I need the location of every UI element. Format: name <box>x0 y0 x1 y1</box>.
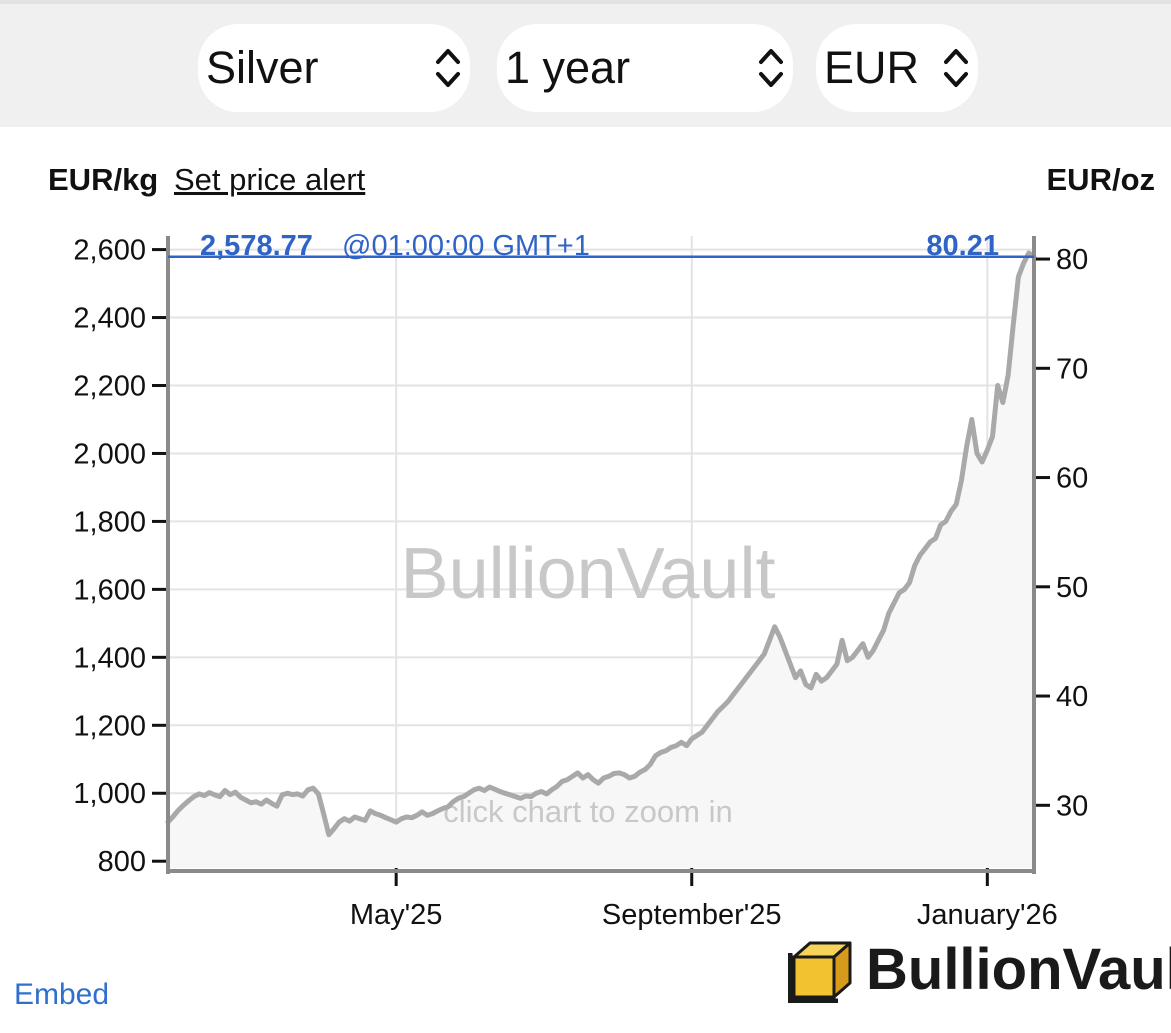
range-select[interactable]: 1 year <box>497 24 793 112</box>
x-axis-tick-label: May'25 <box>350 899 443 931</box>
left-axis-tick-label: 2,200 <box>73 371 146 403</box>
updown-chevron-icon <box>436 49 460 87</box>
left-axis-unit: EUR/kg <box>48 162 159 197</box>
zoom-hint: click chart to zoom in <box>443 794 732 829</box>
range-select-value: 1 year <box>505 42 631 93</box>
left-axis-tick-label: 1,800 <box>73 506 146 538</box>
x-axis-tick-label: September'25 <box>602 899 782 931</box>
left-axis-tick-label: 800 <box>98 846 146 878</box>
left-axis-tick-label: 2,400 <box>73 303 146 335</box>
chart-watermark: BullionVault <box>401 534 776 614</box>
current-price-oz: 80.21 <box>926 230 999 262</box>
metal-select-value: Silver <box>206 42 319 93</box>
left-axis-tick-label: 2,000 <box>73 438 146 470</box>
price-area-fill <box>168 253 1034 868</box>
right-axis-tick-label: 50 <box>1056 572 1088 604</box>
controls-bar: Silver 1 year EUR <box>0 0 1171 127</box>
right-axis-tick-label: 40 <box>1056 681 1088 713</box>
currency-select-value: EUR <box>824 42 920 93</box>
right-axis-tick-label: 30 <box>1056 790 1088 822</box>
right-axis-tick-label: 80 <box>1056 244 1088 276</box>
metal-select[interactable]: Silver <box>198 24 470 112</box>
right-axis-unit: EUR/oz <box>1046 162 1156 197</box>
price-series-line <box>165 250 1037 838</box>
updown-chevron-icon <box>759 49 783 87</box>
logo-wordmark: BullionVault <box>866 937 1171 1002</box>
x-axis-tick-label: January'26 <box>917 899 1058 931</box>
left-axis-tick-label: 1,200 <box>73 710 146 742</box>
current-price-time: @01:00:00 GMT+1 <box>342 230 590 262</box>
currency-select[interactable]: EUR <box>816 24 978 112</box>
right-axis-tick-label: 70 <box>1056 353 1088 385</box>
right-axis-tick-label: 60 <box>1056 463 1088 495</box>
set-price-alert-link[interactable]: Set price alert <box>174 162 366 197</box>
left-axis-tick-label: 1,400 <box>73 642 146 674</box>
bullionvault-logo: BullionVault <box>788 936 1171 1003</box>
updown-chevron-icon <box>944 49 968 87</box>
left-axis-tick-label: 1,600 <box>73 574 146 606</box>
left-axis-tick-label: 1,000 <box>73 778 146 810</box>
gold-cube-icon <box>788 941 852 1003</box>
chart-axes: 800 1,000 1,200 1,400 1,600 1,800 2,000 2,200 2,… <box>73 235 1088 931</box>
embed-link[interactable]: Embed <box>14 978 110 1011</box>
current-price-kg: 2,578.77 <box>200 230 313 262</box>
left-axis-tick-label: 2,600 <box>73 235 146 267</box>
